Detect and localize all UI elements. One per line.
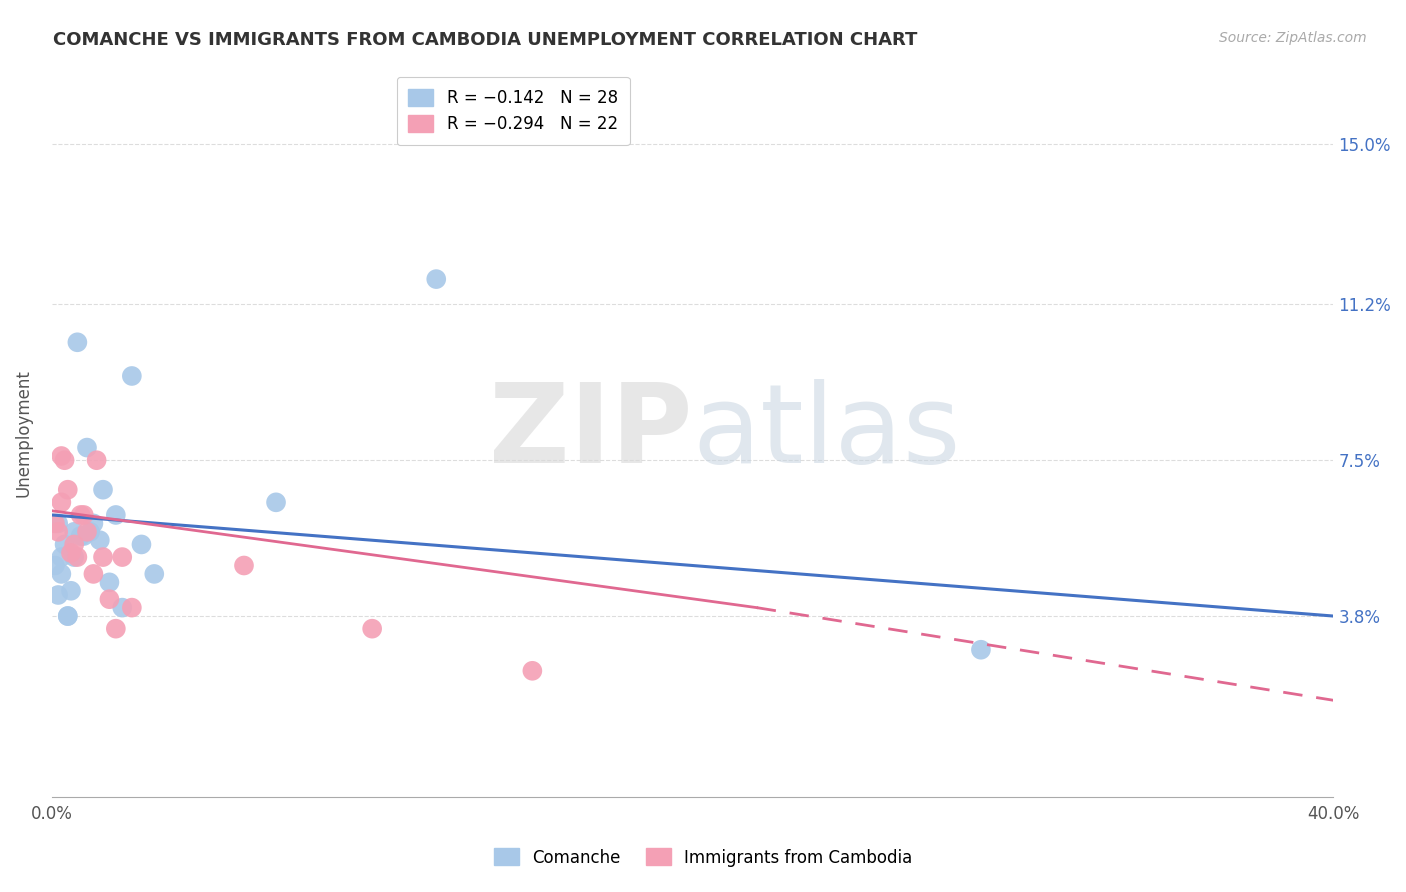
Point (82, 516, 104, 531)
Text: ZIP: ZIP (489, 379, 693, 486)
Point (121, 600, 143, 615)
Point (361, 622, 384, 636)
Point (69, 529, 91, 543)
Point (44, 516, 66, 531)
Point (51, 566, 73, 581)
Point (56, 609, 79, 624)
Text: Source: ZipAtlas.com: Source: ZipAtlas.com (1219, 31, 1367, 45)
Point (46, 524, 69, 539)
Y-axis label: Unemployment: Unemployment (15, 369, 32, 497)
Point (51, 495, 73, 509)
Point (56, 483, 79, 497)
Point (76, 441, 98, 455)
Point (233, 558, 256, 573)
Point (46, 516, 69, 531)
Point (79, 524, 101, 539)
Point (91, 550, 114, 565)
Legend: Comanche, Immigrants from Cambodia: Comanche, Immigrants from Cambodia (484, 838, 922, 877)
Point (104, 622, 127, 636)
Point (82, 566, 104, 581)
Point (970, 642, 993, 657)
Point (51, 550, 73, 565)
Point (69, 508, 91, 522)
Point (59, 546, 82, 560)
Point (73, 529, 96, 543)
Point (121, 368, 143, 383)
Point (143, 566, 166, 581)
Text: atlas: atlas (693, 379, 962, 486)
Legend: R = −0.142   N = 28, R = −0.294   N = 22: R = −0.142 N = 28, R = −0.294 N = 22 (396, 77, 630, 145)
Point (86, 453, 108, 467)
Point (264, 495, 287, 509)
Point (53, 537, 76, 551)
Point (98, 592, 121, 607)
Point (44, 558, 66, 573)
Point (46, 588, 69, 602)
Point (111, 600, 134, 615)
Point (56, 609, 79, 624)
Point (425, 272, 447, 286)
Text: COMANCHE VS IMMIGRANTS FROM CAMBODIA UNEMPLOYMENT CORRELATION CHART: COMANCHE VS IMMIGRANTS FROM CAMBODIA UNE… (53, 31, 918, 49)
Point (53, 453, 76, 467)
Point (63, 524, 86, 539)
Point (76, 524, 98, 539)
Point (131, 537, 153, 551)
Point (51, 449, 73, 463)
Point (98, 575, 121, 590)
Point (522, 664, 544, 678)
Point (66, 335, 89, 350)
Point (91, 483, 114, 497)
Point (89, 533, 111, 548)
Point (111, 550, 134, 565)
Point (66, 550, 89, 565)
Point (63, 537, 86, 551)
Point (59, 583, 82, 598)
Point (104, 508, 127, 522)
Point (73, 508, 96, 522)
Point (63, 550, 86, 565)
